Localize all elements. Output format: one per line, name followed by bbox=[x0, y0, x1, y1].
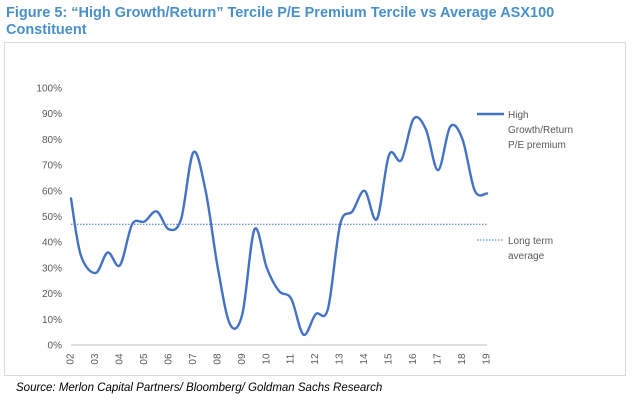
y-tick-label: 20% bbox=[42, 289, 62, 300]
y-tick-label: 80% bbox=[42, 135, 62, 146]
series-line-pe-premium bbox=[69, 115, 489, 336]
y-tick-label: 30% bbox=[42, 263, 62, 274]
line-chart: 0% 10% 20% 30% 40% 50% 60% 70% 80% 90% 100% 02 03 04… bbox=[36, 84, 573, 365]
legend-label: average bbox=[508, 251, 545, 262]
y-tick-label: 60% bbox=[42, 186, 62, 197]
x-tick-label: 08 bbox=[212, 353, 223, 365]
plot-series bbox=[69, 115, 489, 336]
y-tick-label: 40% bbox=[42, 238, 62, 249]
title-divider bbox=[4, 42, 626, 43]
y-tick-label: 100% bbox=[36, 84, 62, 95]
y-tick-label: 70% bbox=[42, 161, 62, 172]
x-tick-label: 12 bbox=[310, 353, 321, 365]
x-tick-label: 04 bbox=[114, 353, 125, 365]
x-tick-label: 09 bbox=[237, 353, 248, 365]
x-tick-label: 03 bbox=[90, 353, 101, 365]
y-axis: 0% 10% 20% 30% 40% 50% 60% 70% 80% 90% 100% bbox=[36, 84, 62, 352]
x-tick-label: 15 bbox=[384, 353, 395, 365]
x-tick-label: 10 bbox=[261, 353, 272, 365]
legend-label: P/E premium bbox=[508, 140, 566, 151]
figure-source: Source: Merlon Capital Partners/ Bloombe… bbox=[16, 382, 383, 394]
x-tick-label: 16 bbox=[408, 353, 419, 365]
x-tick-label: 07 bbox=[188, 353, 199, 365]
figure-title: Figure 5: “High Growth/Return” Tercile P… bbox=[6, 5, 555, 38]
chart-panel: 0% 10% 20% 30% 40% 50% 60% 70% 80% 90% 100% 02 03 04… bbox=[4, 43, 626, 376]
y-tick-label: 0% bbox=[48, 341, 63, 352]
x-tick-label: 06 bbox=[163, 353, 174, 365]
x-tick-label: 19 bbox=[482, 353, 493, 365]
x-axis: 02 03 04 05 06 07 08 09 10 11 12 13 14 15 16 17 18 19 bbox=[66, 344, 493, 365]
x-tick-label: 02 bbox=[66, 353, 77, 365]
y-tick-label: 50% bbox=[42, 212, 62, 223]
legend-label: High bbox=[508, 110, 529, 121]
x-tick-label: 18 bbox=[457, 353, 468, 365]
legend-label: Long term bbox=[508, 236, 553, 247]
y-tick-label: 90% bbox=[42, 109, 62, 120]
legend-label: Growth/Return bbox=[508, 125, 573, 136]
x-tick-label: 13 bbox=[335, 353, 346, 365]
y-tick-label: 10% bbox=[42, 315, 62, 326]
x-tick-label: 17 bbox=[433, 353, 444, 365]
x-tick-label: 11 bbox=[286, 353, 297, 364]
legend: High Growth/Return P/E premium Long term ave… bbox=[477, 110, 573, 262]
x-tick-label: 14 bbox=[359, 353, 370, 365]
x-tick-label: 05 bbox=[139, 353, 150, 365]
